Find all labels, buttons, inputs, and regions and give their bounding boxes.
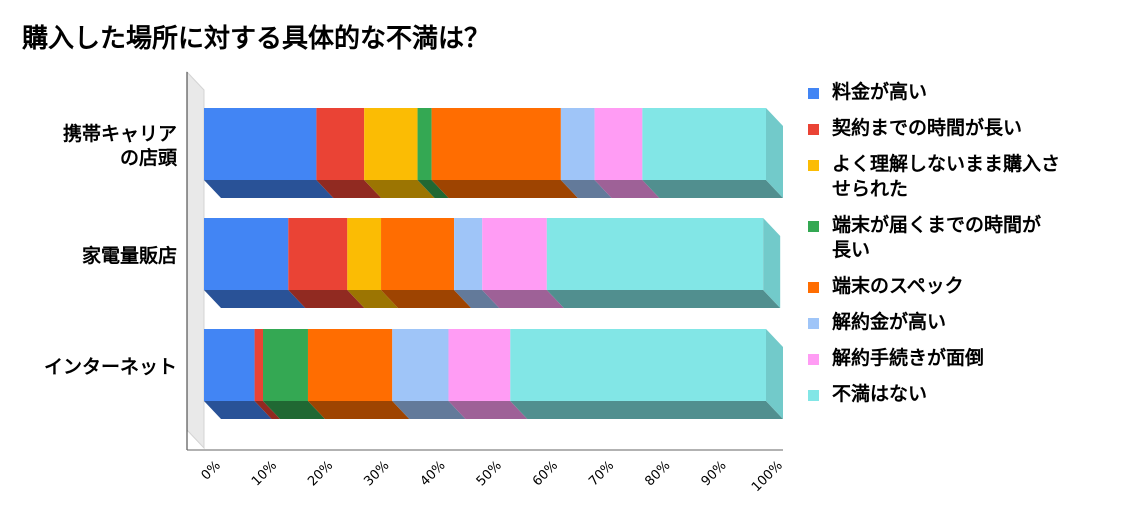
bar-floor-face <box>288 290 365 308</box>
bar-floor-face <box>546 290 781 308</box>
bar-segment <box>204 218 289 290</box>
legend-swatch <box>808 221 819 232</box>
legend-swatch <box>808 124 819 135</box>
x-tick-label: 40% <box>418 458 449 489</box>
bar-segment <box>448 329 511 401</box>
legend-label: よく理解しないまま購入さ せられた <box>832 153 1061 200</box>
bar-segment <box>364 108 418 180</box>
bar-floor-face <box>204 290 306 308</box>
x-tick-label: 100% <box>749 458 786 495</box>
legend-swatch <box>808 282 819 293</box>
bar-floor-face <box>510 401 783 419</box>
bar-floor-face <box>392 401 466 419</box>
legend-label: 契約までの時間が長い <box>832 117 1023 139</box>
bar-segment <box>204 329 255 401</box>
bar-end-face <box>766 329 783 419</box>
category-label: 携帯キャリアの店頭 <box>63 122 178 169</box>
x-tick-label: 30% <box>361 458 392 489</box>
bar-segment <box>510 329 766 401</box>
bar-segment <box>546 218 764 290</box>
bar-floor-face <box>642 180 783 198</box>
bar-floor-face <box>263 401 325 419</box>
bar-segment <box>204 108 317 180</box>
legend-swatch <box>808 318 819 329</box>
bar-segment <box>316 108 365 180</box>
bar-floor-face <box>254 401 281 419</box>
legend-item: 端末が届くまでの時間が 長い <box>808 213 1128 263</box>
legend-swatch <box>808 354 819 365</box>
x-tick-label: 50% <box>474 458 505 489</box>
bar-segment <box>454 218 483 290</box>
bar-end-face <box>763 218 781 308</box>
legend-item: よく理解しないまま購入さ せられた <box>808 152 1128 202</box>
bar-segment <box>254 329 264 401</box>
legend-swatch <box>808 390 819 401</box>
legend-label: 不満はない <box>832 383 928 405</box>
chart-plot: 0% 10% 20% 30% 40% 50% 60% 70% 80% 90% 100% 携帯キャリア… <box>44 70 786 495</box>
x-axis: 0% 10% 20% 30% 40% 50% 60% 70% 80% 90% 100% <box>187 449 786 495</box>
legend-label: 料金が高い <box>832 81 928 103</box>
legend-label: 端末が届くまでの時間が 長い <box>832 214 1042 261</box>
bar-segment <box>347 218 382 290</box>
legend: 料金が高い契約までの時間が長いよく理解しないまま購入さ せられた 端末が届くまでの時… <box>808 80 1128 418</box>
bar-floor-face <box>381 290 472 308</box>
legend-item: 端末のスペック <box>808 274 1128 299</box>
bar-floor-face <box>204 180 334 198</box>
legend-item: 不満はない <box>808 382 1128 407</box>
chart-title: 購入した場所に対する具体的な不満は？ <box>22 24 491 54</box>
bar-segment <box>392 329 449 401</box>
bar-end-face <box>766 108 783 198</box>
bar-segment <box>594 108 643 180</box>
legend-item: 解約金が高い <box>808 310 1128 335</box>
x-tick-label: 90% <box>699 458 730 489</box>
bar-segment <box>417 108 432 180</box>
legend-label: 解約手続きが面倒 <box>832 347 985 369</box>
bar-floor-face <box>307 401 410 419</box>
legend-item: 契約までの時間が長い <box>808 116 1128 141</box>
bar-floor-face <box>560 180 612 198</box>
bar-segment <box>482 218 547 290</box>
bar-floor-face <box>594 180 660 198</box>
side-wall <box>186 70 205 450</box>
bar-floor-face <box>347 290 399 308</box>
x-tick-label: 60% <box>530 458 561 489</box>
bar-segment <box>431 108 561 180</box>
x-tick-label: 80% <box>642 458 673 489</box>
chart-side-wall <box>186 70 205 450</box>
legend-swatch <box>808 160 819 171</box>
legend-item: 料金が高い <box>808 80 1128 105</box>
bar-segment <box>642 108 766 180</box>
legend-swatch <box>808 88 819 99</box>
bar-floor-face <box>417 180 449 198</box>
bar-stack <box>204 108 783 419</box>
bar-segment <box>560 108 595 180</box>
legend-item: 解約手続きが面倒 <box>808 346 1128 371</box>
bar-floor-face <box>364 180 435 198</box>
bar-segment <box>307 329 393 401</box>
bar-segment <box>263 329 308 401</box>
bar-floor-face <box>448 401 528 419</box>
bar-floor-face <box>454 290 500 308</box>
bar-segment <box>288 218 348 290</box>
x-tick-label: 0% <box>199 458 224 483</box>
x-tick-label: 10% <box>249 458 280 489</box>
legend-label: 端末のスペック <box>832 275 964 297</box>
legend-label: 解約金が高い <box>832 311 947 333</box>
bar-floor-face <box>316 180 382 198</box>
category-label: 家電量販店 <box>82 244 177 267</box>
x-tick-label: 20% <box>305 458 336 489</box>
bar-floor-face <box>204 401 272 419</box>
x-tick-label: 70% <box>586 458 617 489</box>
bar-floor-face <box>482 290 564 308</box>
category-label: インターネット <box>44 356 177 378</box>
bar-floor-face <box>431 180 578 198</box>
bar-segment <box>381 218 455 290</box>
